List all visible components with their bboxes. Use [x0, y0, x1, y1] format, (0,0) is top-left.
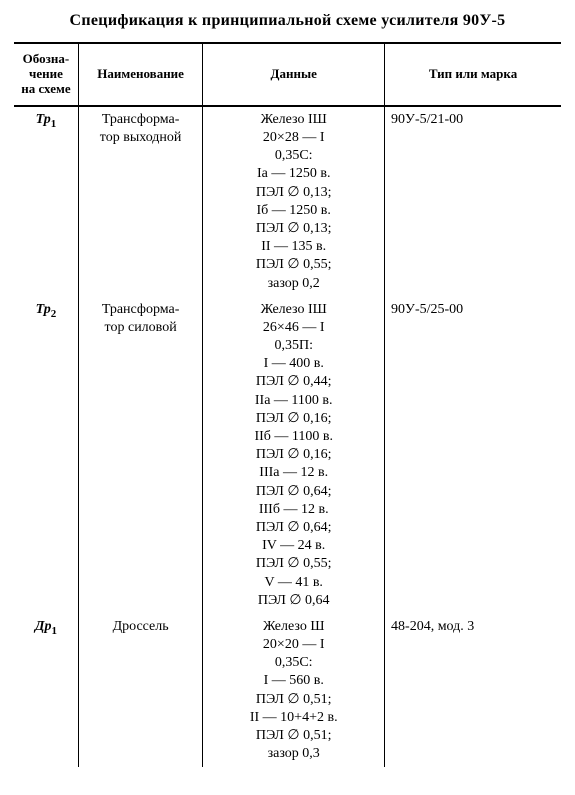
cell-name: Трансформа- тор выходной	[78, 106, 203, 297]
cell-data: Железо IШ 20×28 — I 0,35C: Iа — 1250 в. …	[203, 106, 385, 297]
cell-data: Железо IШ 26×46 — I 0,35П: I — 400 в. ПЭ…	[203, 297, 385, 614]
table-row: Др1 Дроссель Железо Ш 20×20 — I 0,35C: I…	[14, 614, 561, 768]
table-row: Тр1 Трансформа- тор выходной Железо IШ 2…	[14, 106, 561, 297]
cell-designation: Др1	[14, 614, 78, 768]
cell-name: Дроссель	[78, 614, 203, 768]
table-row: Тр2 Трансформа- тор силовой Железо IШ 26…	[14, 297, 561, 614]
table-body: Тр1 Трансформа- тор выходной Железо IШ 2…	[14, 106, 561, 768]
cell-data: Железо Ш 20×20 — I 0,35C: I — 560 в. ПЭЛ…	[203, 614, 385, 768]
cell-type: 90У-5/21-00	[385, 106, 561, 297]
cell-designation: Тр1	[14, 106, 78, 297]
col-header-designation: Обозна- чение на схеме	[14, 43, 78, 106]
col-header-data: Данные	[203, 43, 385, 106]
cell-type: 90У-5/25-00	[385, 297, 561, 614]
cell-designation: Тр2	[14, 297, 78, 614]
col-header-name: Наименование	[78, 43, 203, 106]
spec-title: Спецификация к принципиальной схеме усил…	[14, 12, 561, 30]
spec-table: Обозна- чение на схеме Наименование Данн…	[14, 42, 561, 767]
col-header-type: Тип или марка	[385, 43, 561, 106]
cell-type: 48-204, мод. 3	[385, 614, 561, 768]
table-header: Обозна- чение на схеме Наименование Данн…	[14, 43, 561, 106]
cell-name: Трансформа- тор силовой	[78, 297, 203, 614]
page: Спецификация к принципиальной схеме усил…	[0, 0, 575, 795]
